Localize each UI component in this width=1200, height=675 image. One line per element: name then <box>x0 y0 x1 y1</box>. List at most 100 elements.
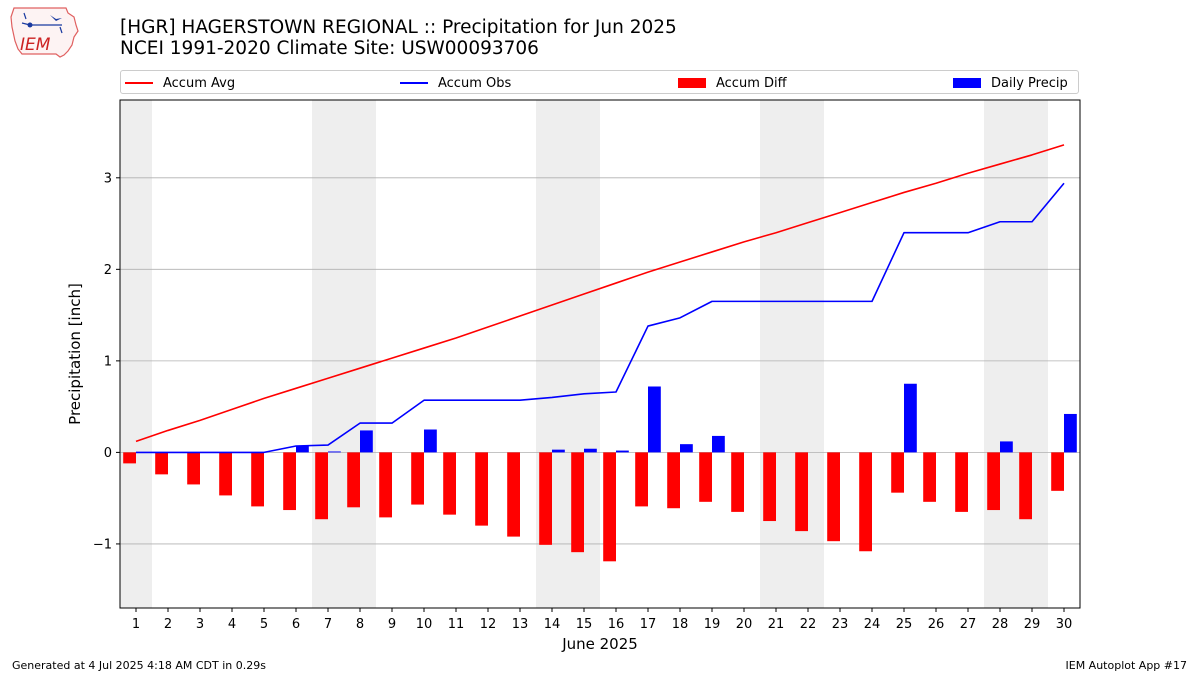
legend-swatch-accum-diff <box>678 78 706 88</box>
accum-diff-bar <box>827 452 840 542</box>
accum-diff-bar <box>443 452 456 515</box>
y-tick-label: −1 <box>93 537 112 552</box>
daily-precip-bar <box>712 435 725 453</box>
x-tick-label: 3 <box>196 617 204 632</box>
weekend-band-5 <box>984 100 1048 608</box>
accum-diff-bar <box>923 452 936 502</box>
x-tick-label: 27 <box>960 617 977 632</box>
legend-swatch-daily-precip <box>953 78 981 88</box>
legend-label-accum-avg: Accum Avg <box>163 75 236 91</box>
y-axis-label: Precipitation [inch] <box>66 283 84 425</box>
x-tick-label: 30 <box>1056 617 1073 632</box>
x-tick-label: 24 <box>864 617 881 632</box>
x-tick-label: 4 <box>228 617 236 632</box>
x-tick-label: 25 <box>896 617 913 632</box>
iem-logo-graphic: IEM <box>10 7 79 58</box>
plot-frame <box>119 99 1081 609</box>
weekend-shading-layer <box>120 100 1048 608</box>
daily-precip-bar <box>584 448 597 453</box>
accum-diff-bar <box>411 452 424 505</box>
legend-item-accum-avg: Accum Avg <box>125 74 235 92</box>
x-tick-label: 9 <box>388 617 396 632</box>
y-tick-label: 0 <box>104 446 112 461</box>
accum-diff-bar <box>763 452 776 522</box>
daily-precip-bar <box>296 445 309 453</box>
y-tick-label: 2 <box>104 263 112 278</box>
x-tick-label: 19 <box>704 617 721 632</box>
x-tick-label: 28 <box>992 617 1009 632</box>
x-tick-label: 7 <box>324 617 332 632</box>
chart-title: [HGR] HAGERSTOWN REGIONAL :: Precipitati… <box>120 17 677 59</box>
daily-precip-bar <box>904 383 917 453</box>
accum-diff-bar <box>859 452 872 552</box>
daily-precip-bar <box>424 429 437 453</box>
x-tick-label: 6 <box>292 617 300 632</box>
daily-precip-bar <box>1064 413 1077 453</box>
x-tick-label: 1 <box>132 617 140 632</box>
legend-label-accum-obs: Accum Obs <box>438 75 512 91</box>
accum-avg-line <box>135 144 1065 443</box>
y-tick-label: 1 <box>104 354 112 369</box>
accum-diff-bar <box>603 452 616 562</box>
chart-title-line2: NCEI 1991-2020 Climate Site: USW00093706 <box>120 38 539 59</box>
accum-diff-bar <box>571 452 584 553</box>
line-layer <box>135 144 1065 454</box>
x-tick-label: 10 <box>416 617 433 632</box>
x-tick-label: 23 <box>832 617 849 632</box>
daily-precip-bar <box>680 444 693 453</box>
accum-diff-bar <box>219 452 232 496</box>
logo-text: IEM <box>20 35 51 55</box>
daily-precip-bar <box>552 449 565 453</box>
x-tick-label: 15 <box>576 617 593 632</box>
accum-diff-bar <box>347 452 360 508</box>
y-tick-label: 3 <box>104 171 112 186</box>
accum-diff-bar <box>379 452 392 518</box>
legend-swatch-accum-avg <box>125 82 153 84</box>
accum-diff-bar <box>891 452 904 493</box>
accum-diff-bar <box>123 452 136 464</box>
accum-diff-bar <box>507 452 520 537</box>
x-tick-label: 16 <box>608 617 625 632</box>
accum-obs-line <box>136 182 1065 454</box>
footer-generated: Generated at 4 Jul 2025 4:18 AM CDT in 0… <box>12 659 266 672</box>
accum-diff-bar <box>315 452 328 520</box>
weekend-band-3 <box>536 100 600 608</box>
accum-diff-bar <box>283 452 296 511</box>
footer-app: IEM Autoplot App #17 <box>1065 659 1188 672</box>
x-tick-label: 29 <box>1024 617 1041 632</box>
chart-title-line1: [HGR] HAGERSTOWN REGIONAL :: Precipitati… <box>120 17 677 38</box>
accum-diff-bar <box>251 452 264 507</box>
accum-diff-bar <box>731 452 744 512</box>
accum-diff-bar <box>795 452 808 532</box>
daily-precip-bar <box>616 450 629 453</box>
x-tick-label: 11 <box>448 617 465 632</box>
legend-item-accum-obs: Accum Obs <box>400 74 511 92</box>
legend-item-accum-diff: Accum Diff <box>678 74 787 92</box>
x-tick-label: 20 <box>736 617 753 632</box>
x-tick-label: 17 <box>640 617 657 632</box>
x-tick-label: 26 <box>928 617 945 632</box>
grid-layer <box>120 177 1080 545</box>
accum-diff-bar <box>539 452 552 545</box>
bar-layer <box>123 383 1077 562</box>
weekend-band-4 <box>760 100 824 608</box>
legend-item-daily-precip: Daily Precip <box>953 74 1068 92</box>
iem-logo: IEM <box>8 5 82 59</box>
accum-diff-bar <box>987 452 1000 511</box>
x-tick-label: 2 <box>164 617 172 632</box>
legend-label-accum-diff: Accum Diff <box>716 75 787 91</box>
accum-diff-bar <box>155 452 168 475</box>
legend-label-daily-precip: Daily Precip <box>991 75 1068 91</box>
daily-precip-bar <box>1000 441 1013 453</box>
accum-diff-bar <box>1019 452 1032 520</box>
x-tick-label: 8 <box>356 617 364 632</box>
accum-diff-bar <box>667 452 680 509</box>
x-tick-label: 21 <box>768 617 785 632</box>
accum-diff-bar <box>1051 452 1064 491</box>
weekend-band-1 <box>120 100 152 608</box>
x-axis-label: June 2025 <box>561 635 638 653</box>
accum-diff-bar <box>955 452 968 512</box>
x-tick-label: 5 <box>260 617 268 632</box>
accum-diff-bar <box>699 452 712 502</box>
